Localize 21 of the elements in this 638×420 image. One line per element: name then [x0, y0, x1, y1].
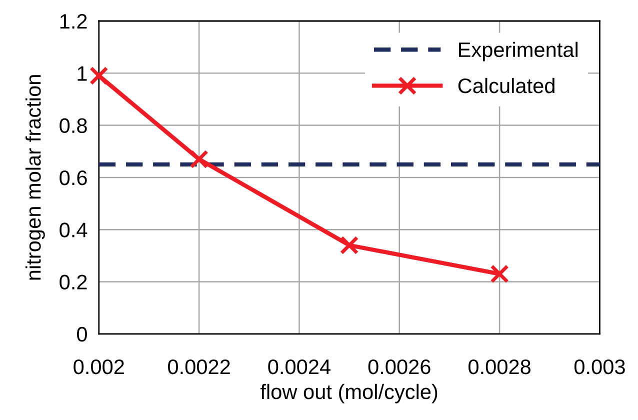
x-tick-label: 0.0024 — [268, 359, 330, 374]
y-axis-title: nitrogen molar fraction — [26, 75, 45, 280]
y-tick-label: 0.6 — [60, 170, 87, 186]
point — [490, 264, 509, 284]
x-tick-label: 0.003 — [574, 359, 625, 374]
x-tick-label: 0.002 — [74, 359, 124, 374]
x-tick-label: 0.0028 — [468, 359, 531, 374]
legend-label: Experimental — [459, 42, 578, 62]
x-axis-title: flow out (mol/cycle) — [260, 384, 438, 404]
point — [340, 236, 359, 255]
y-tick-label: 0 — [77, 326, 87, 342]
x-tick-label: 0.0026 — [368, 359, 430, 374]
point — [190, 150, 208, 169]
point — [90, 66, 108, 86]
legend-label: Calculated — [458, 78, 554, 94]
y-tick-label: 1.2 — [60, 14, 87, 29]
y-tick-label: 0.8 — [60, 118, 87, 134]
y-tick-label: 0.2 — [60, 274, 87, 290]
y-tick-label: 0.4 — [60, 222, 88, 238]
y-tick-label: 1 — [78, 66, 87, 81]
x-tick-label: 0.0022 — [168, 359, 230, 374]
